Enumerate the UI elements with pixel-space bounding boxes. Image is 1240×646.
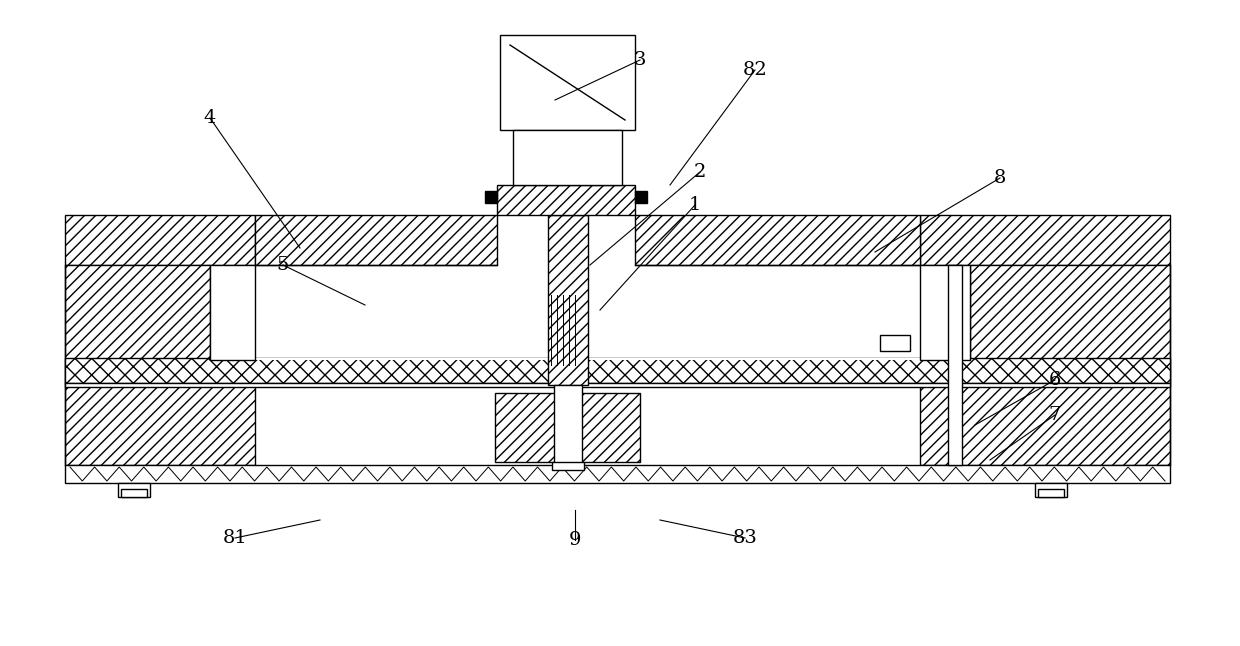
Text: 81: 81: [223, 529, 247, 547]
Bar: [64, 215, 255, 265]
Bar: [548, 215, 588, 385]
Text: 83: 83: [733, 529, 758, 547]
Bar: [497, 185, 635, 215]
Bar: [64, 358, 1171, 383]
Bar: [485, 191, 497, 203]
Bar: [949, 265, 962, 465]
Bar: [552, 462, 584, 470]
Bar: [513, 130, 622, 185]
Polygon shape: [64, 265, 255, 465]
Text: 5: 5: [277, 256, 289, 274]
Text: 7: 7: [1049, 406, 1061, 424]
Text: 4: 4: [203, 109, 216, 127]
Bar: [210, 265, 255, 360]
Polygon shape: [920, 265, 1171, 465]
Text: 2: 2: [694, 163, 707, 181]
Bar: [635, 215, 920, 265]
Bar: [255, 358, 548, 360]
Bar: [554, 385, 582, 465]
Text: 1: 1: [688, 196, 701, 214]
Text: 82: 82: [743, 61, 768, 79]
Text: 3: 3: [634, 51, 646, 69]
Bar: [118, 483, 150, 497]
Text: 8: 8: [993, 169, 1006, 187]
Text: 9: 9: [569, 531, 582, 549]
Text: 6: 6: [1049, 371, 1061, 389]
Bar: [1035, 483, 1066, 497]
Bar: [64, 383, 1171, 387]
Bar: [64, 465, 1171, 483]
Bar: [1038, 489, 1064, 497]
Bar: [255, 215, 497, 265]
Bar: [500, 35, 635, 130]
Bar: [495, 393, 640, 462]
Bar: [920, 215, 1171, 265]
Bar: [920, 265, 970, 360]
Bar: [122, 489, 148, 497]
Bar: [880, 335, 910, 351]
Bar: [635, 191, 647, 203]
Bar: [588, 358, 920, 360]
